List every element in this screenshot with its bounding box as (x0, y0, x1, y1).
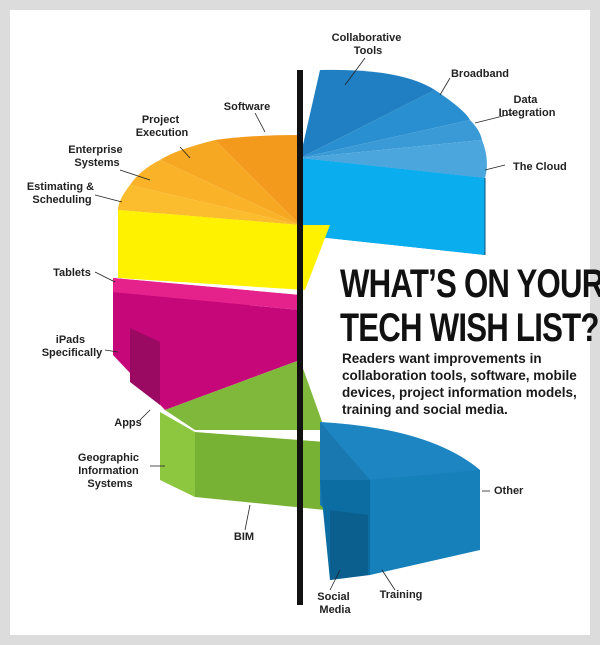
collaborative-tools-wedge (300, 69, 435, 158)
headline: WHAT’S ON YOUR TECH WISH LIST? (340, 262, 600, 350)
segment-group-software (118, 135, 300, 225)
label-training: Training (380, 589, 423, 601)
segment-group-green (160, 360, 325, 510)
green-top (165, 360, 325, 430)
label-collaborative-tools: Collaborative Tools (332, 32, 405, 57)
label-project-execution: Project Execution (136, 114, 189, 139)
enterprise-systems-wedge (130, 160, 300, 225)
central-pole (297, 70, 303, 605)
infographic-frame: Collaborative Tools Broadband Data Integ… (10, 10, 600, 635)
segment-group-teal (320, 422, 480, 580)
segment-group-yellow (118, 210, 330, 290)
subheadline: Readers want improvements in collaborati… (342, 351, 577, 417)
yellow-front (118, 210, 330, 290)
estimating-wedge (118, 185, 300, 225)
label-broadband: Broadband (451, 68, 509, 80)
label-estimating-scheduling: Estimating & Scheduling (27, 181, 97, 206)
headline-line-1: WHAT’S ON YOUR (340, 262, 600, 306)
label-data-integration: Data Integration (499, 94, 556, 119)
label-tablets: Tablets (53, 267, 91, 279)
mobile-inner (130, 328, 160, 405)
label-software: Software (224, 101, 270, 113)
training-front (370, 470, 480, 575)
leader-lines (94, 57, 516, 591)
broadband-wedge (300, 90, 470, 158)
label-other: Other (494, 485, 524, 497)
the-cloud-front (300, 158, 485, 255)
label-ipads-specifically: iPads Specifically (42, 334, 103, 359)
label-social-media: Social Media (317, 591, 352, 616)
data-integration-wedge (300, 120, 482, 158)
segment-group-collaboration (300, 69, 487, 255)
software-wedge (215, 135, 300, 225)
label-the-cloud: The Cloud (513, 161, 567, 173)
spiral-pie-diagram: Collaborative Tools Broadband Data Integ… (27, 32, 567, 616)
label-apps: Apps (114, 417, 142, 429)
teal-dark (330, 510, 368, 580)
segment-group-mobile (113, 278, 300, 410)
label-enterprise-systems: Enterprise Systems (68, 144, 125, 169)
other-top (320, 422, 480, 480)
bim-front (195, 432, 325, 510)
headline-line-2: TECH WISH LIST? (340, 306, 599, 350)
mobile-top (113, 278, 300, 310)
the-cloud-wedge (300, 140, 487, 178)
label-bim: BIM (234, 531, 254, 543)
gis-front (160, 412, 195, 497)
label-gis: Geographic Information Systems (78, 452, 142, 490)
project-execution-wedge (160, 140, 300, 225)
